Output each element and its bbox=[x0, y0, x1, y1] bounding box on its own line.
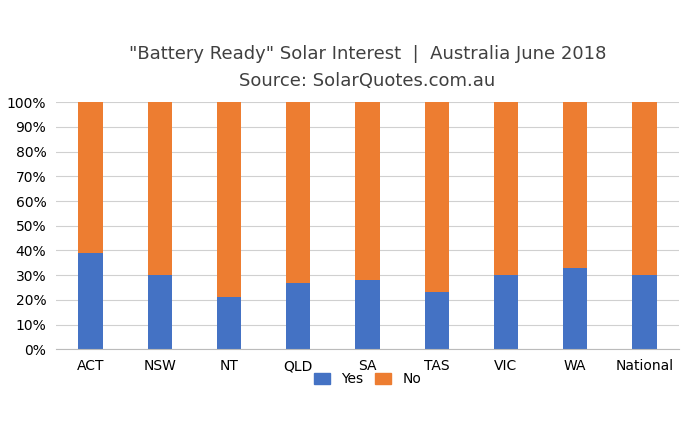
Bar bbox=[217, 297, 241, 349]
Bar bbox=[632, 102, 657, 275]
Bar bbox=[148, 102, 172, 275]
Bar bbox=[494, 275, 518, 349]
Bar bbox=[286, 282, 310, 349]
Title: "Battery Ready" Solar Interest  |  Australia June 2018
Source: SolarQuotes.com.a: "Battery Ready" Solar Interest | Austral… bbox=[129, 45, 606, 89]
Bar bbox=[356, 280, 379, 349]
Bar bbox=[217, 102, 241, 297]
Bar bbox=[563, 268, 587, 349]
Bar bbox=[356, 102, 379, 280]
Bar bbox=[425, 293, 449, 349]
Bar bbox=[286, 102, 310, 282]
Bar bbox=[148, 275, 172, 349]
Legend: Yes, No: Yes, No bbox=[308, 367, 427, 392]
Bar bbox=[425, 102, 449, 293]
Bar bbox=[563, 102, 587, 268]
Bar bbox=[78, 253, 103, 349]
Bar bbox=[632, 275, 657, 349]
Bar bbox=[78, 102, 103, 253]
Bar bbox=[494, 102, 518, 275]
